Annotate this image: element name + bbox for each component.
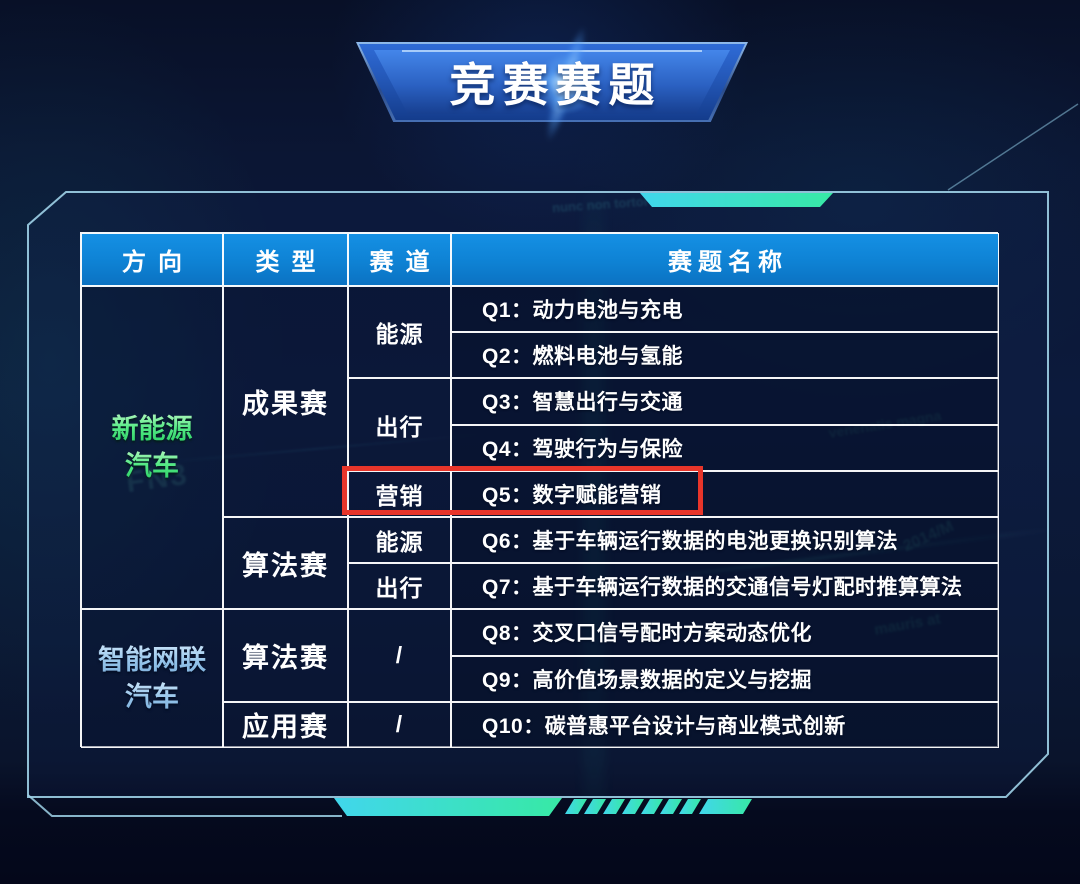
header-cell-type: 类型 (223, 233, 348, 286)
track-cell: 出行 (348, 563, 451, 610)
bottom-hatch-marks (565, 799, 752, 814)
topic-cell-q5-highlighted: Q5：数字赋能营销 (451, 470, 999, 517)
track-cell: 出行 (348, 378, 451, 471)
track-cell: / (348, 701, 451, 748)
topic-cell-q10: Q10：碳普惠平台设计与商业模式创新 (451, 701, 999, 748)
frame-lower-line (27, 794, 342, 817)
header-cell-direction: 方向 (81, 233, 223, 286)
topic-cell-q8: Q8：交叉口信号配时方案动态优化 (451, 609, 999, 656)
direction-cell-intelligent-connected: 智能网联 汽车 (81, 609, 223, 748)
topic-cell-q2: Q2：燃料电池与氢能 (451, 332, 999, 379)
header-cell-track: 赛道 (348, 233, 451, 286)
bottom-accent-bar (334, 798, 562, 816)
topic-cell-q7: Q7：基于车辆运行数据的交通信号灯配时推算算法 (451, 563, 999, 610)
corner-diagonal-line (947, 103, 1079, 191)
topic-cell-q4: Q4：驾驶行为与保险 (451, 424, 999, 471)
type-cell: 成果赛 (223, 286, 348, 517)
header-cell-topic-name: 赛题名称 (451, 233, 999, 286)
topic-cell-q9: Q9：高价值场景数据的定义与挖掘 (451, 655, 999, 702)
competition-table: 方向 类型 赛道 赛题名称 新能源 汽车 智能网联 汽车 成果赛 算法赛 算法赛… (80, 232, 999, 748)
track-cell: / (348, 609, 451, 702)
track-cell-highlighted: 营销 (348, 470, 451, 517)
page-title: 竞赛赛题 (449, 59, 662, 111)
topic-cell-q1: Q1：动力电池与充电 (451, 286, 999, 333)
topic-cell-q6: Q6：基于车辆运行数据的电池更换识别算法 (451, 516, 999, 564)
type-cell: 算法赛 (223, 516, 348, 610)
type-cell: 应用赛 (223, 701, 348, 748)
track-cell: 能源 (348, 516, 451, 564)
direction-cell-new-energy: 新能源 汽车 (81, 286, 223, 610)
title-banner: 竞赛赛题 (356, 3, 748, 165)
topic-cell-q3: Q3：智慧出行与交通 (451, 378, 999, 425)
top-accent-bar (640, 193, 833, 207)
type-cell: 算法赛 (223, 609, 348, 702)
track-cell: 能源 (348, 286, 451, 379)
